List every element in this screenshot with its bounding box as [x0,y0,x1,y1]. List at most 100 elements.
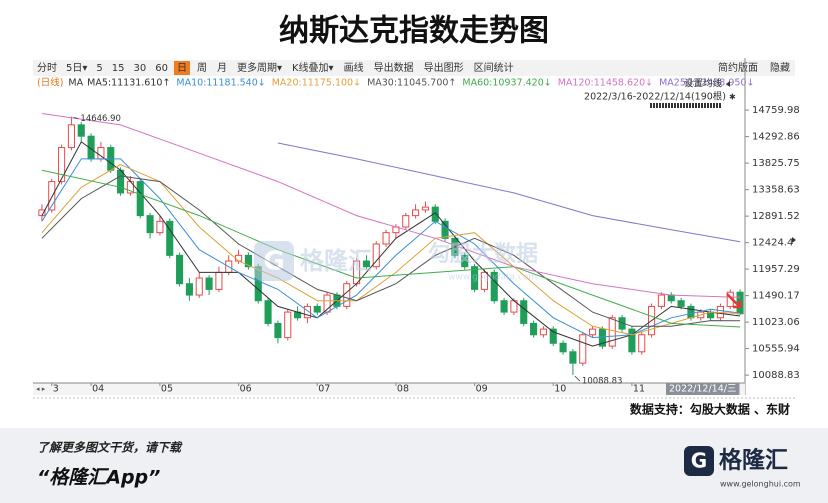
x-tick-label: 10 [554,384,566,395]
legend-entry: MA20:11175.100↓ [272,78,361,89]
period-label: (日线) [37,77,63,89]
logo-glyph: G [691,449,707,473]
toolbar-item[interactable]: 60 [155,63,168,74]
candle-body [490,271,498,302]
range-dots [710,103,712,108]
legend-entry: MA10:11181.540↓ [176,78,265,89]
legend-entry: MA60:10937.420↓ [462,78,551,89]
candle-body [362,260,370,268]
toolbar-item[interactable]: 导出数据 [374,61,414,74]
candle-body [539,328,547,336]
toolbar-item[interactable]: 5日▾ [66,63,87,74]
watermark-icon [254,241,294,281]
candle-body [402,215,410,228]
candle-body [608,317,616,347]
candle-body [264,300,272,324]
toolbar-item[interactable]: 周 [197,62,207,74]
candle-body [146,215,154,234]
range-dots [698,103,700,108]
range-dots [659,103,661,108]
y-tick-label: 14759.98 [752,105,800,116]
y-tick-label: 11957.29 [752,264,800,275]
y-tick-label: 10088.83 [752,370,800,381]
candle-body [480,271,488,290]
toolbar-item[interactable]: 5 [96,63,102,74]
banner-line1: 了解更多图文干货，请下载 [37,441,183,455]
candle-body [589,328,597,336]
banner-line2: “格隆汇App” [37,467,160,489]
candle-body [687,305,695,319]
range-dots [674,103,676,108]
x-tick-label: 07 [318,384,330,395]
ma-settings[interactable]: 设置均线 [684,78,723,90]
candle-body [274,322,282,339]
candle-body [412,209,420,217]
candle-body [67,124,75,149]
range-dots [695,103,697,108]
candle-body [421,206,429,211]
candle-body [549,328,557,344]
x-tick-label: 3 [53,384,59,395]
toolbar [33,60,795,76]
toolbar-item[interactable]: 区间统计 [474,61,514,74]
y-tick-label: 14292.86 [752,132,800,143]
candle-body [638,334,646,353]
y-tick-label: 11490.17 [752,291,800,302]
range-dots [662,103,664,108]
toolbar-item[interactable]: 导出图形 [424,61,464,74]
ma-line [41,169,741,328]
candle-body [244,254,252,268]
range-dots [704,103,706,108]
toolbar-item[interactable]: 30 [134,63,147,74]
cursor-box [666,383,740,395]
candle-body [500,300,508,313]
candle-body [382,232,390,245]
ma-line [41,113,741,298]
logo-url: www.gelonghui.com [720,480,801,489]
range-dots [719,103,721,108]
toolbar-item[interactable]: 画线 [344,61,364,74]
range-dots [686,103,688,108]
range-dots [665,103,667,108]
candle-body [176,254,184,285]
candle-body [667,294,675,302]
candle-body [215,271,223,290]
watermark-brand: 格隆汇 [300,247,372,275]
candle-body [58,147,66,183]
toolbar-right-item[interactable]: 隐藏 [770,62,790,74]
toolbar-item[interactable]: 日 [177,63,187,74]
y-tick-label: 12424.4 [752,238,793,249]
candle-body [38,209,46,217]
candle-body [284,311,292,339]
x-tick-label: 09 [476,384,488,395]
candle-body [343,283,351,307]
toolbar-item[interactable]: 15 [112,63,125,74]
candle-body [461,254,469,268]
candle-body [235,254,243,262]
toolbar-right-item[interactable]: 简约版面 [718,61,758,74]
range-label: 2022/3/16-2022/12/14(190根) [584,91,726,103]
ma-line [277,142,741,243]
x-scroll[interactable]: ◂ ▸ [36,385,46,393]
range-dots [653,103,655,108]
toolbar-item[interactable]: 更多周期▾ [237,61,282,74]
toolbar-item[interactable]: K线叠加▾ [292,61,334,74]
toolbar-item[interactable]: 分时 [37,62,57,74]
legend-entry: MA120:11458.620↓ [558,78,653,89]
candle-body [471,266,479,290]
toolbar-item[interactable]: 月 [217,62,227,74]
candle-body [530,322,538,336]
range-dots [656,103,658,108]
range-dots [680,103,682,108]
candle-body [166,220,174,256]
range-dots [683,103,685,108]
candle-body [156,220,164,234]
range-dots [677,103,679,108]
legend-entry: MA250:12438.950↓ [659,78,754,89]
annotation-label: 10088.83 [582,377,623,387]
candle-body [48,181,56,211]
range-pin: ✱ [729,93,736,102]
x-tick-label: 06 [240,384,252,395]
